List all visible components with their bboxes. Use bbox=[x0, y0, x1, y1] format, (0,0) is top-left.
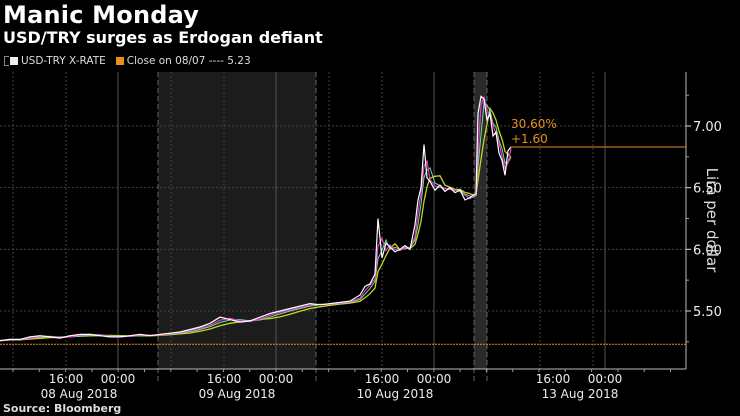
legend-item-reference[interactable]: Close on 08/07 ---- 5.23 bbox=[115, 55, 251, 67]
x-time-label: 00:00 bbox=[101, 372, 136, 386]
x-time-label: 16:00 bbox=[365, 372, 400, 386]
x-date-label: 10 Aug 2018 bbox=[357, 387, 434, 401]
legend-series-label: USD-TRY X-RATE bbox=[21, 55, 106, 67]
annotation-abs-change: +1.60 bbox=[511, 132, 548, 146]
legend-item-series[interactable]: USD-TRY X-RATE bbox=[4, 55, 106, 67]
x-date-label: 08 Aug 2018 bbox=[41, 387, 118, 401]
series-swatch-icon bbox=[10, 57, 18, 65]
x-time-label: 16:00 bbox=[49, 372, 84, 386]
x-time-label: 16:00 bbox=[207, 372, 242, 386]
y-tick-label: 7.00 bbox=[693, 120, 722, 135]
y-tick-label: 6.00 bbox=[693, 243, 722, 258]
x-time-label: 00:00 bbox=[588, 372, 623, 386]
shade-09-aug bbox=[158, 72, 316, 369]
x-time-label: 00:00 bbox=[417, 372, 452, 386]
chart-subtitle: USD/TRY surges as Erdogan defiant bbox=[3, 28, 323, 47]
chart-title: Manic Monday bbox=[3, 1, 200, 29]
candlestick-icon bbox=[4, 56, 9, 66]
x-time-label: 16:00 bbox=[536, 372, 571, 386]
price-line bbox=[0, 95, 512, 342]
x-date-label: 13 Aug 2018 bbox=[542, 387, 619, 401]
y-tick-label: 6.50 bbox=[693, 182, 722, 197]
reference-swatch-icon bbox=[115, 57, 124, 65]
annotation-pct-change: 30.60% bbox=[511, 117, 557, 131]
source-note: Source: Bloomberg bbox=[3, 402, 122, 415]
y-tick-label: 5.50 bbox=[693, 305, 722, 320]
x-date-label: 09 Aug 2018 bbox=[199, 387, 276, 401]
legend: USD-TRY X-RATE Close on 08/07 ---- 5.23 bbox=[4, 55, 251, 67]
y-axis-label: Lira per dollar bbox=[703, 167, 721, 273]
legend-reference-label: Close on 08/07 ---- 5.23 bbox=[126, 55, 251, 67]
x-time-label: 00:00 bbox=[259, 372, 294, 386]
